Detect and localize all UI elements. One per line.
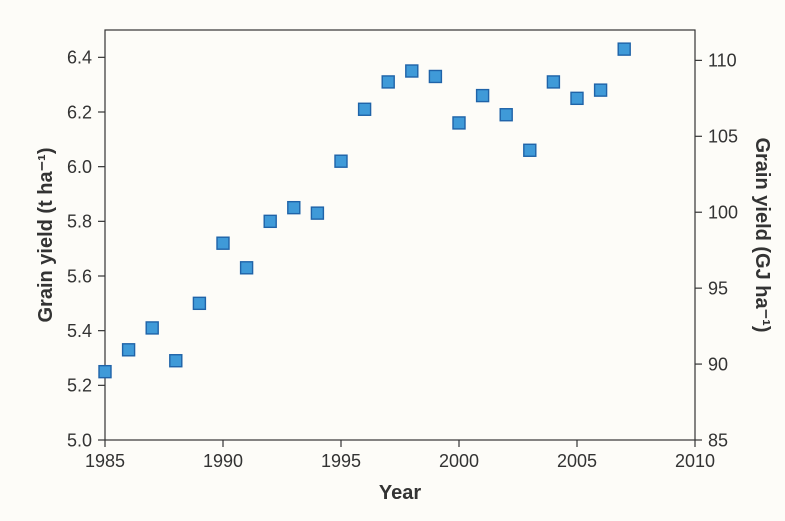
x-tick-label: 2005 [557,451,597,471]
y-right-tick-label: 100 [708,203,738,223]
x-tick-label: 1985 [85,451,125,471]
data-point [359,103,371,115]
y-left-tick-label: 5.2 [67,376,92,396]
data-point [335,155,347,167]
x-axis-title: Year [379,482,421,504]
data-point [146,322,158,334]
data-point [99,366,111,378]
data-point [311,207,323,219]
x-tick-label: 2000 [439,451,479,471]
data-point [241,262,253,274]
y-left-axis-title: Grain yield (t ha⁻¹) [35,147,57,322]
y-left-tick-label: 5.4 [67,321,92,341]
data-point [477,90,489,102]
data-point [123,344,135,356]
y-right-tick-label: 90 [708,354,728,374]
data-point [193,297,205,309]
x-tick-label: 1990 [203,451,243,471]
chart-svg: 1985 1990 1995 2000 2005 2010 Year 5.0 5.2 5.4 5.6… [0,0,785,521]
data-point [500,109,512,121]
y-left-tick-label: 5.6 [67,266,92,286]
y-right-tick-label: 95 [708,278,728,298]
y-right-tick-label: 85 [708,430,728,450]
data-point [382,76,394,88]
data-point [595,84,607,96]
grain-yield-chart: 1985 1990 1995 2000 2005 2010 Year 5.0 5.2 5.4 5.6… [0,0,785,521]
y-left-tick-label: 6.4 [67,48,92,68]
y-left-tick-label: 6.2 [67,102,92,122]
y-left-tick-label: 6.0 [67,157,92,177]
data-point [406,65,418,77]
y-left-tick-label: 5.8 [67,212,92,232]
data-point [618,43,630,55]
x-tick-label: 2010 [675,451,715,471]
data-point [571,92,583,104]
y-right-axis-title: Grain yield (GJ ha⁻¹) [751,137,773,332]
data-point [547,76,559,88]
y-left-tick-label: 5.0 [67,430,92,450]
data-point [429,70,441,82]
data-point [217,237,229,249]
data-point [170,355,182,367]
data-point [524,144,536,156]
data-point [288,202,300,214]
x-tick-label: 1995 [321,451,361,471]
y-right-tick-label: 105 [708,127,738,147]
y-right-tick-label: 110 [708,51,737,71]
data-point [453,117,465,129]
data-point [264,215,276,227]
